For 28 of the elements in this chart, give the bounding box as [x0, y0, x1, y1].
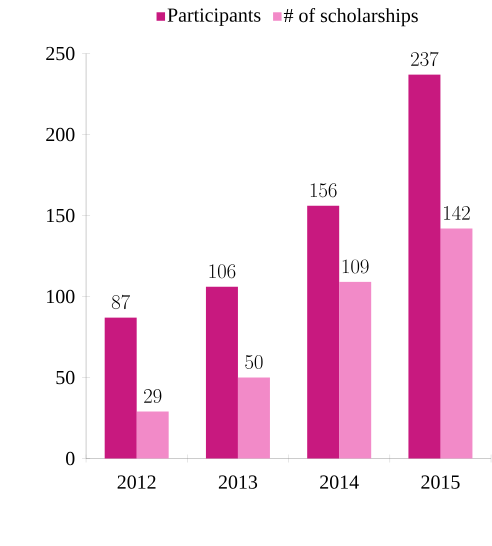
bar: [104, 318, 137, 459]
data-label: 109: [342, 259, 369, 274]
bar: [339, 282, 372, 459]
x-tick-label: 2014: [320, 475, 359, 489]
legend-label: # of scholarships: [284, 8, 418, 26]
data-label: 237: [411, 52, 438, 66]
bar: [408, 74, 440, 459]
bar: [307, 206, 340, 459]
data-label: 142: [444, 206, 470, 220]
data-label: 87: [112, 294, 130, 310]
bar: [238, 378, 270, 459]
x-tick-label: 2012: [118, 475, 156, 489]
y-tick-label: 100: [47, 290, 74, 304]
y-tick-label: 50: [56, 370, 74, 384]
bar: [206, 286, 238, 459]
bar: [440, 228, 472, 459]
legend-label: Participants: [168, 8, 260, 26]
data-label: 29: [144, 389, 162, 404]
x-tick-label: 2013: [218, 475, 258, 489]
y-tick-label: 250: [46, 46, 74, 60]
bar: [136, 412, 169, 459]
y-tick-label: 200: [46, 128, 74, 142]
x-tick-label: 2015: [421, 475, 460, 489]
data-label: 156: [310, 183, 337, 198]
y-tick-label: 0: [66, 452, 74, 466]
data-label: 106: [210, 264, 236, 278]
data-label: 50: [245, 355, 263, 370]
y-tick-label: 150: [47, 208, 74, 222]
